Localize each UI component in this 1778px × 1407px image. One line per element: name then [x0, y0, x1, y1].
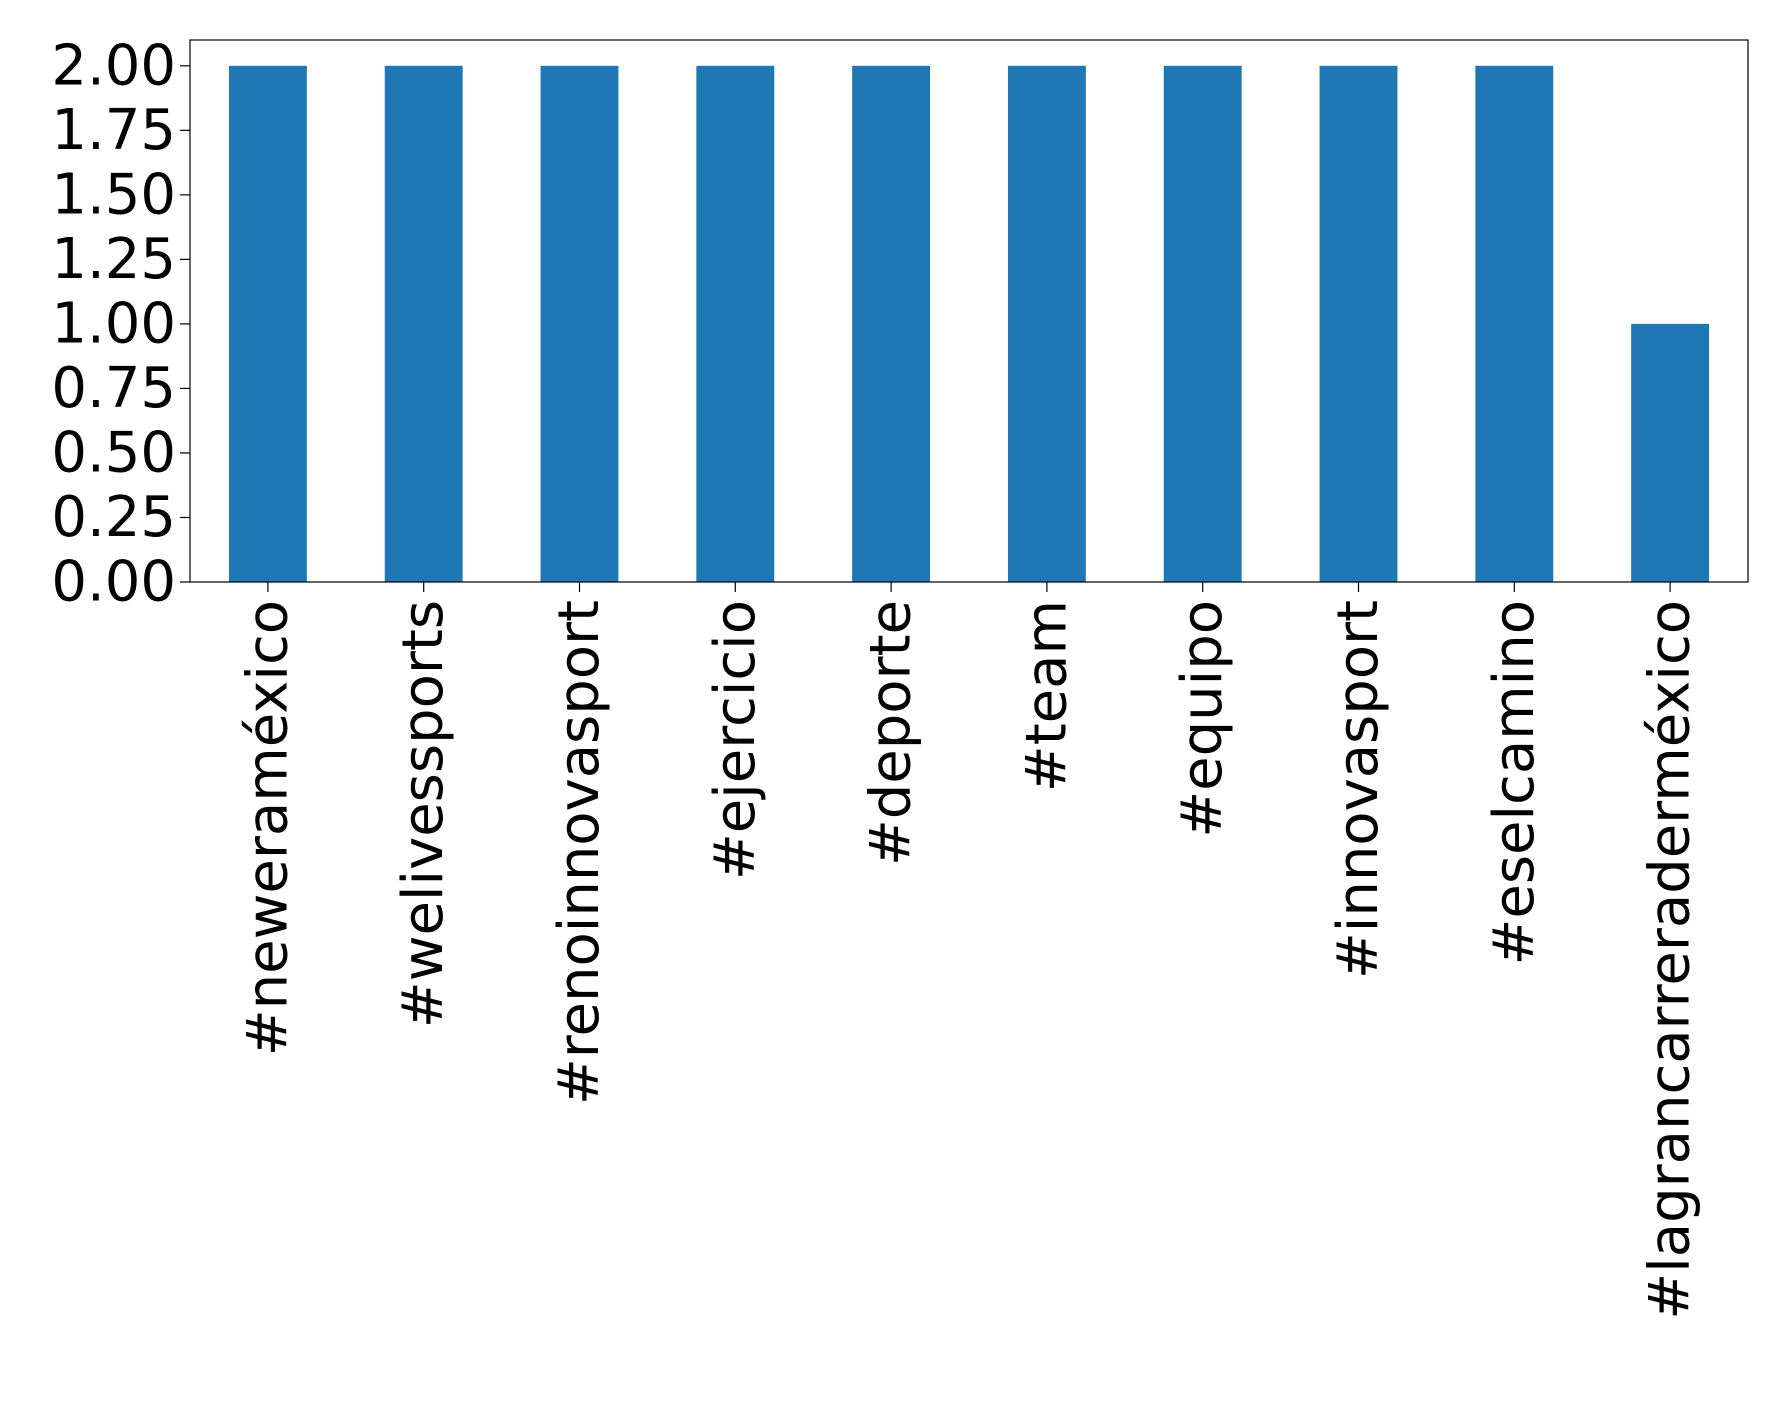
x-axis: #neweraméxico #welivessports #renoinnovasp…: [235, 582, 1703, 1320]
x-tick-label: #eselcamino: [1482, 600, 1547, 966]
y-tick-label: 0.75: [51, 356, 176, 421]
x-tick-label: #neweraméxico: [235, 600, 300, 1056]
bar-2: [540, 65, 619, 583]
y-tick-label: 1.50: [51, 162, 176, 227]
bar-1: [384, 65, 463, 583]
y-tick-label: 1.25: [51, 227, 176, 292]
bar-7: [1319, 65, 1398, 583]
x-tick-label: #lagrancarreraderméxico: [1638, 600, 1703, 1320]
x-tick-label: #innovasport: [1326, 600, 1391, 979]
y-tick-label: 0.50: [51, 420, 176, 485]
x-tick-label: #team: [1014, 600, 1079, 792]
y-tick-label: 2.00: [51, 33, 176, 98]
y-tick-label: 1.75: [51, 98, 176, 163]
bar-0: [228, 65, 307, 583]
y-tick-label: 1.00: [51, 291, 176, 356]
x-tick-label: #ejercicio: [703, 600, 768, 880]
y-tick-label: 0.25: [51, 485, 176, 550]
bar-6: [1163, 65, 1242, 583]
x-tick-label: #welivessports: [391, 600, 456, 1028]
bar-4: [852, 65, 931, 583]
bar-5: [1007, 65, 1086, 583]
x-tick-label: #renoinnovasport: [547, 600, 612, 1105]
plot-frame: [189, 39, 1749, 583]
y-axis: 0.000.250.500.751.001.251.501.752.00: [51, 33, 190, 615]
bar-9: [1631, 323, 1710, 582]
bar-8: [1475, 65, 1554, 583]
x-tick-label: #equipo: [1170, 600, 1235, 838]
x-tick-label: #deporte: [859, 600, 924, 866]
bars-group: [228, 65, 1710, 583]
bar-3: [696, 65, 775, 583]
y-tick-label: 0.00: [51, 550, 176, 615]
